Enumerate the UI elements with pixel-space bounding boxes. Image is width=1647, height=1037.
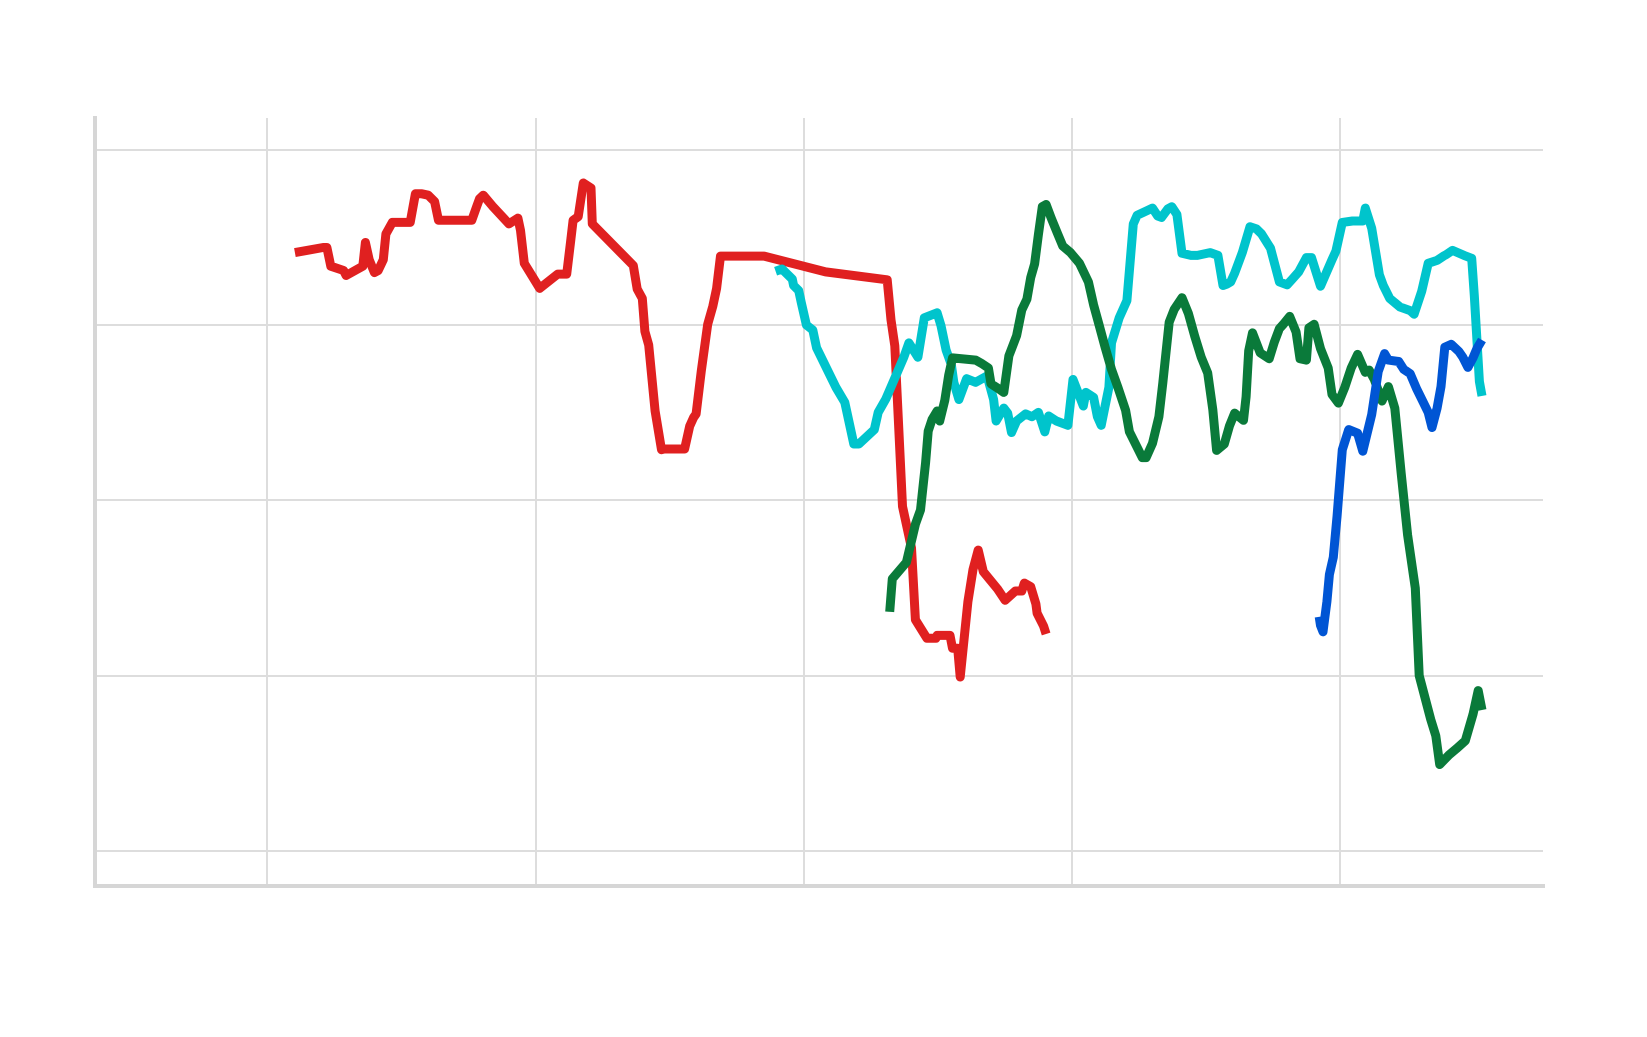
series-line-2 [774,202,1487,449]
series-line-3 [885,200,1487,769]
series-line-1 [294,178,1051,682]
series-line-4 [1314,337,1486,637]
chart-gridlines [95,118,1543,886]
series-layer [294,178,1487,769]
chart-axes [93,116,1545,888]
